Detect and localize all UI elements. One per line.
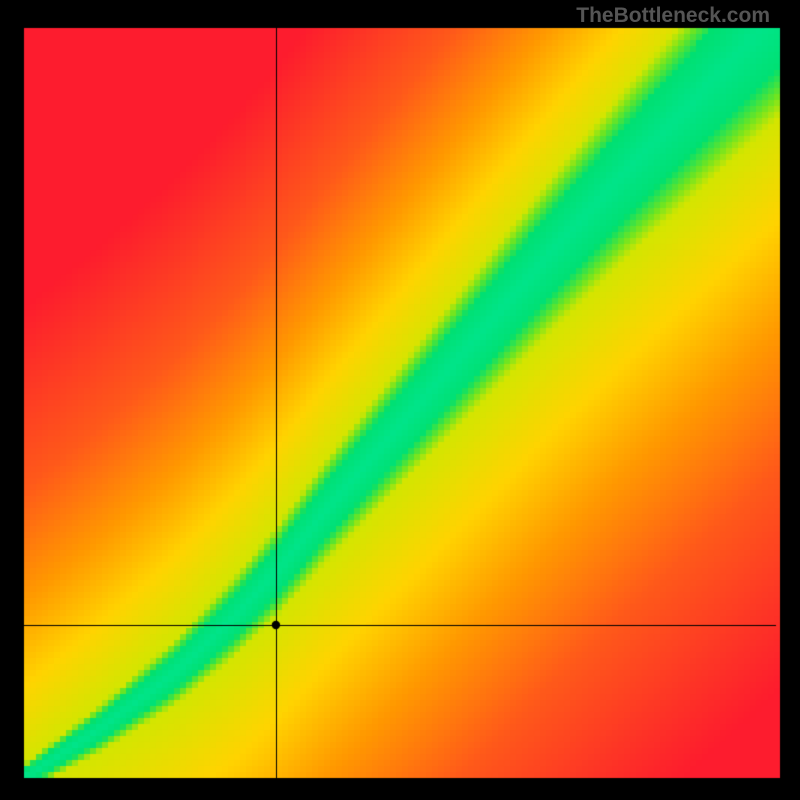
watermark-source: TheBottleneck.com bbox=[576, 4, 770, 28]
bottleneck-heatmap bbox=[0, 0, 800, 800]
